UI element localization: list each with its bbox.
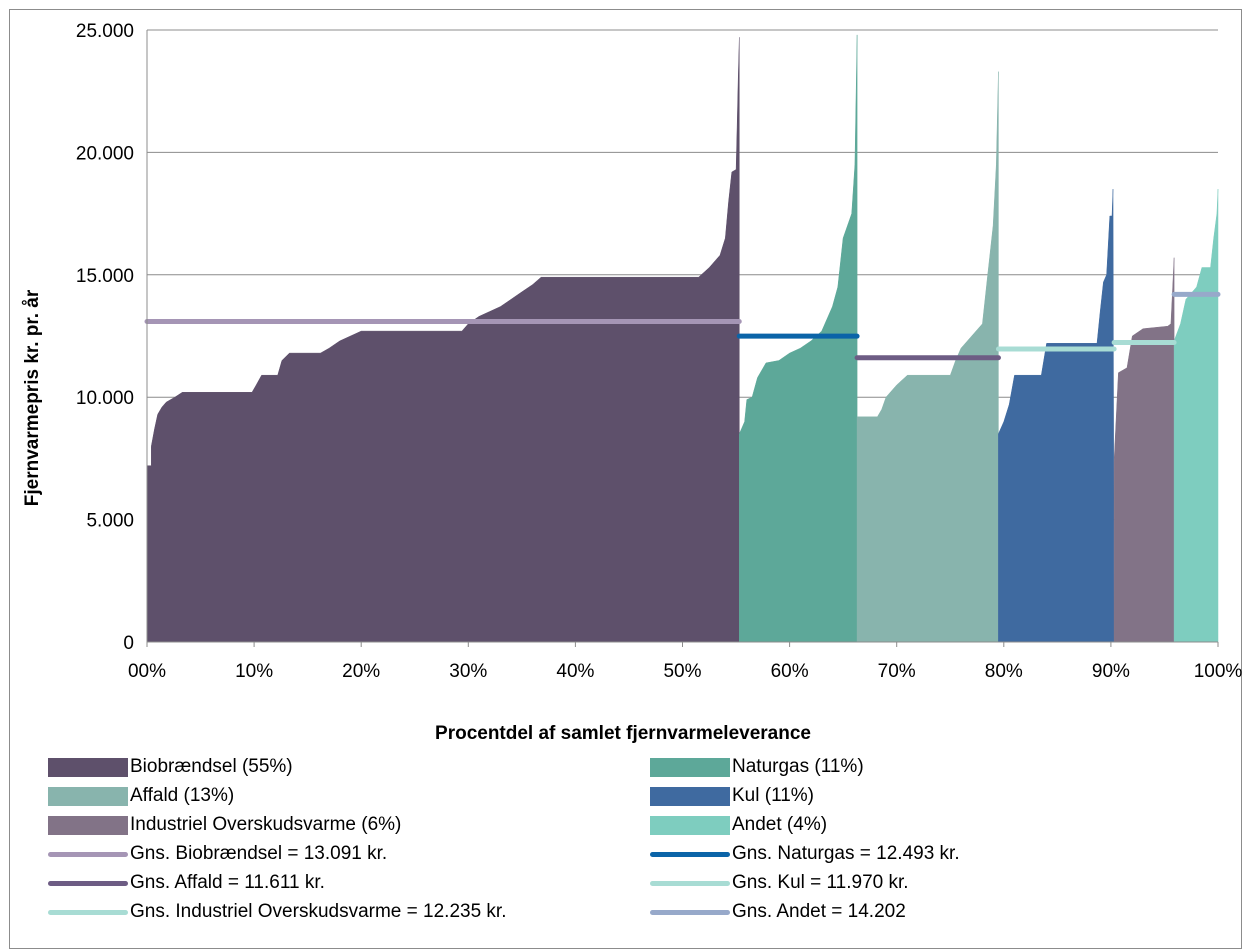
- x-tick-label: 80%: [985, 661, 1023, 682]
- series-area: [146, 37, 740, 643]
- series-area: [856, 71, 999, 643]
- x-tick-label: 30%: [449, 661, 487, 682]
- x-tick-label: 20%: [342, 661, 380, 682]
- y-tick-label: 10.000: [76, 388, 134, 409]
- x-tick-label: 50%: [663, 661, 701, 682]
- x-tick-label: 100%: [1194, 661, 1243, 682]
- series-areas: [146, 34, 1219, 643]
- x-tick-label: 60%: [771, 661, 809, 682]
- x-tick-label: 70%: [878, 661, 916, 682]
- y-tick-label: 25.000: [76, 21, 134, 42]
- axes: [146, 30, 1219, 647]
- series-area: [739, 34, 858, 643]
- y-tick-label: 5.000: [86, 511, 134, 532]
- series-area: [998, 189, 1115, 643]
- series-area: [1173, 189, 1219, 643]
- x-tick-label: 40%: [556, 661, 594, 682]
- y-tick-label: 0: [123, 633, 134, 654]
- average-lines: [144, 291, 1221, 361]
- y-tick-label: 15.000: [76, 266, 134, 287]
- x-tick-label: 00%: [128, 661, 166, 682]
- y-axis-title: Fjernvarmepris kr. pr. år: [22, 289, 43, 506]
- x-tick-labels: 00% 10% 20% 30% 40% 50% 60% 70% 80% 90% 100%: [128, 661, 1242, 682]
- x-tick-label: 10%: [235, 661, 273, 682]
- x-axis-title: Procentdel af samlet fjernvarmeleverance: [435, 723, 811, 744]
- x-tick-label: 90%: [1092, 661, 1130, 682]
- y-tick-label: 20.000: [76, 143, 134, 164]
- y-tick-labels: 0 5.000 10.000 15.000 20.000 25.000: [76, 21, 134, 654]
- series-area: [1113, 257, 1175, 643]
